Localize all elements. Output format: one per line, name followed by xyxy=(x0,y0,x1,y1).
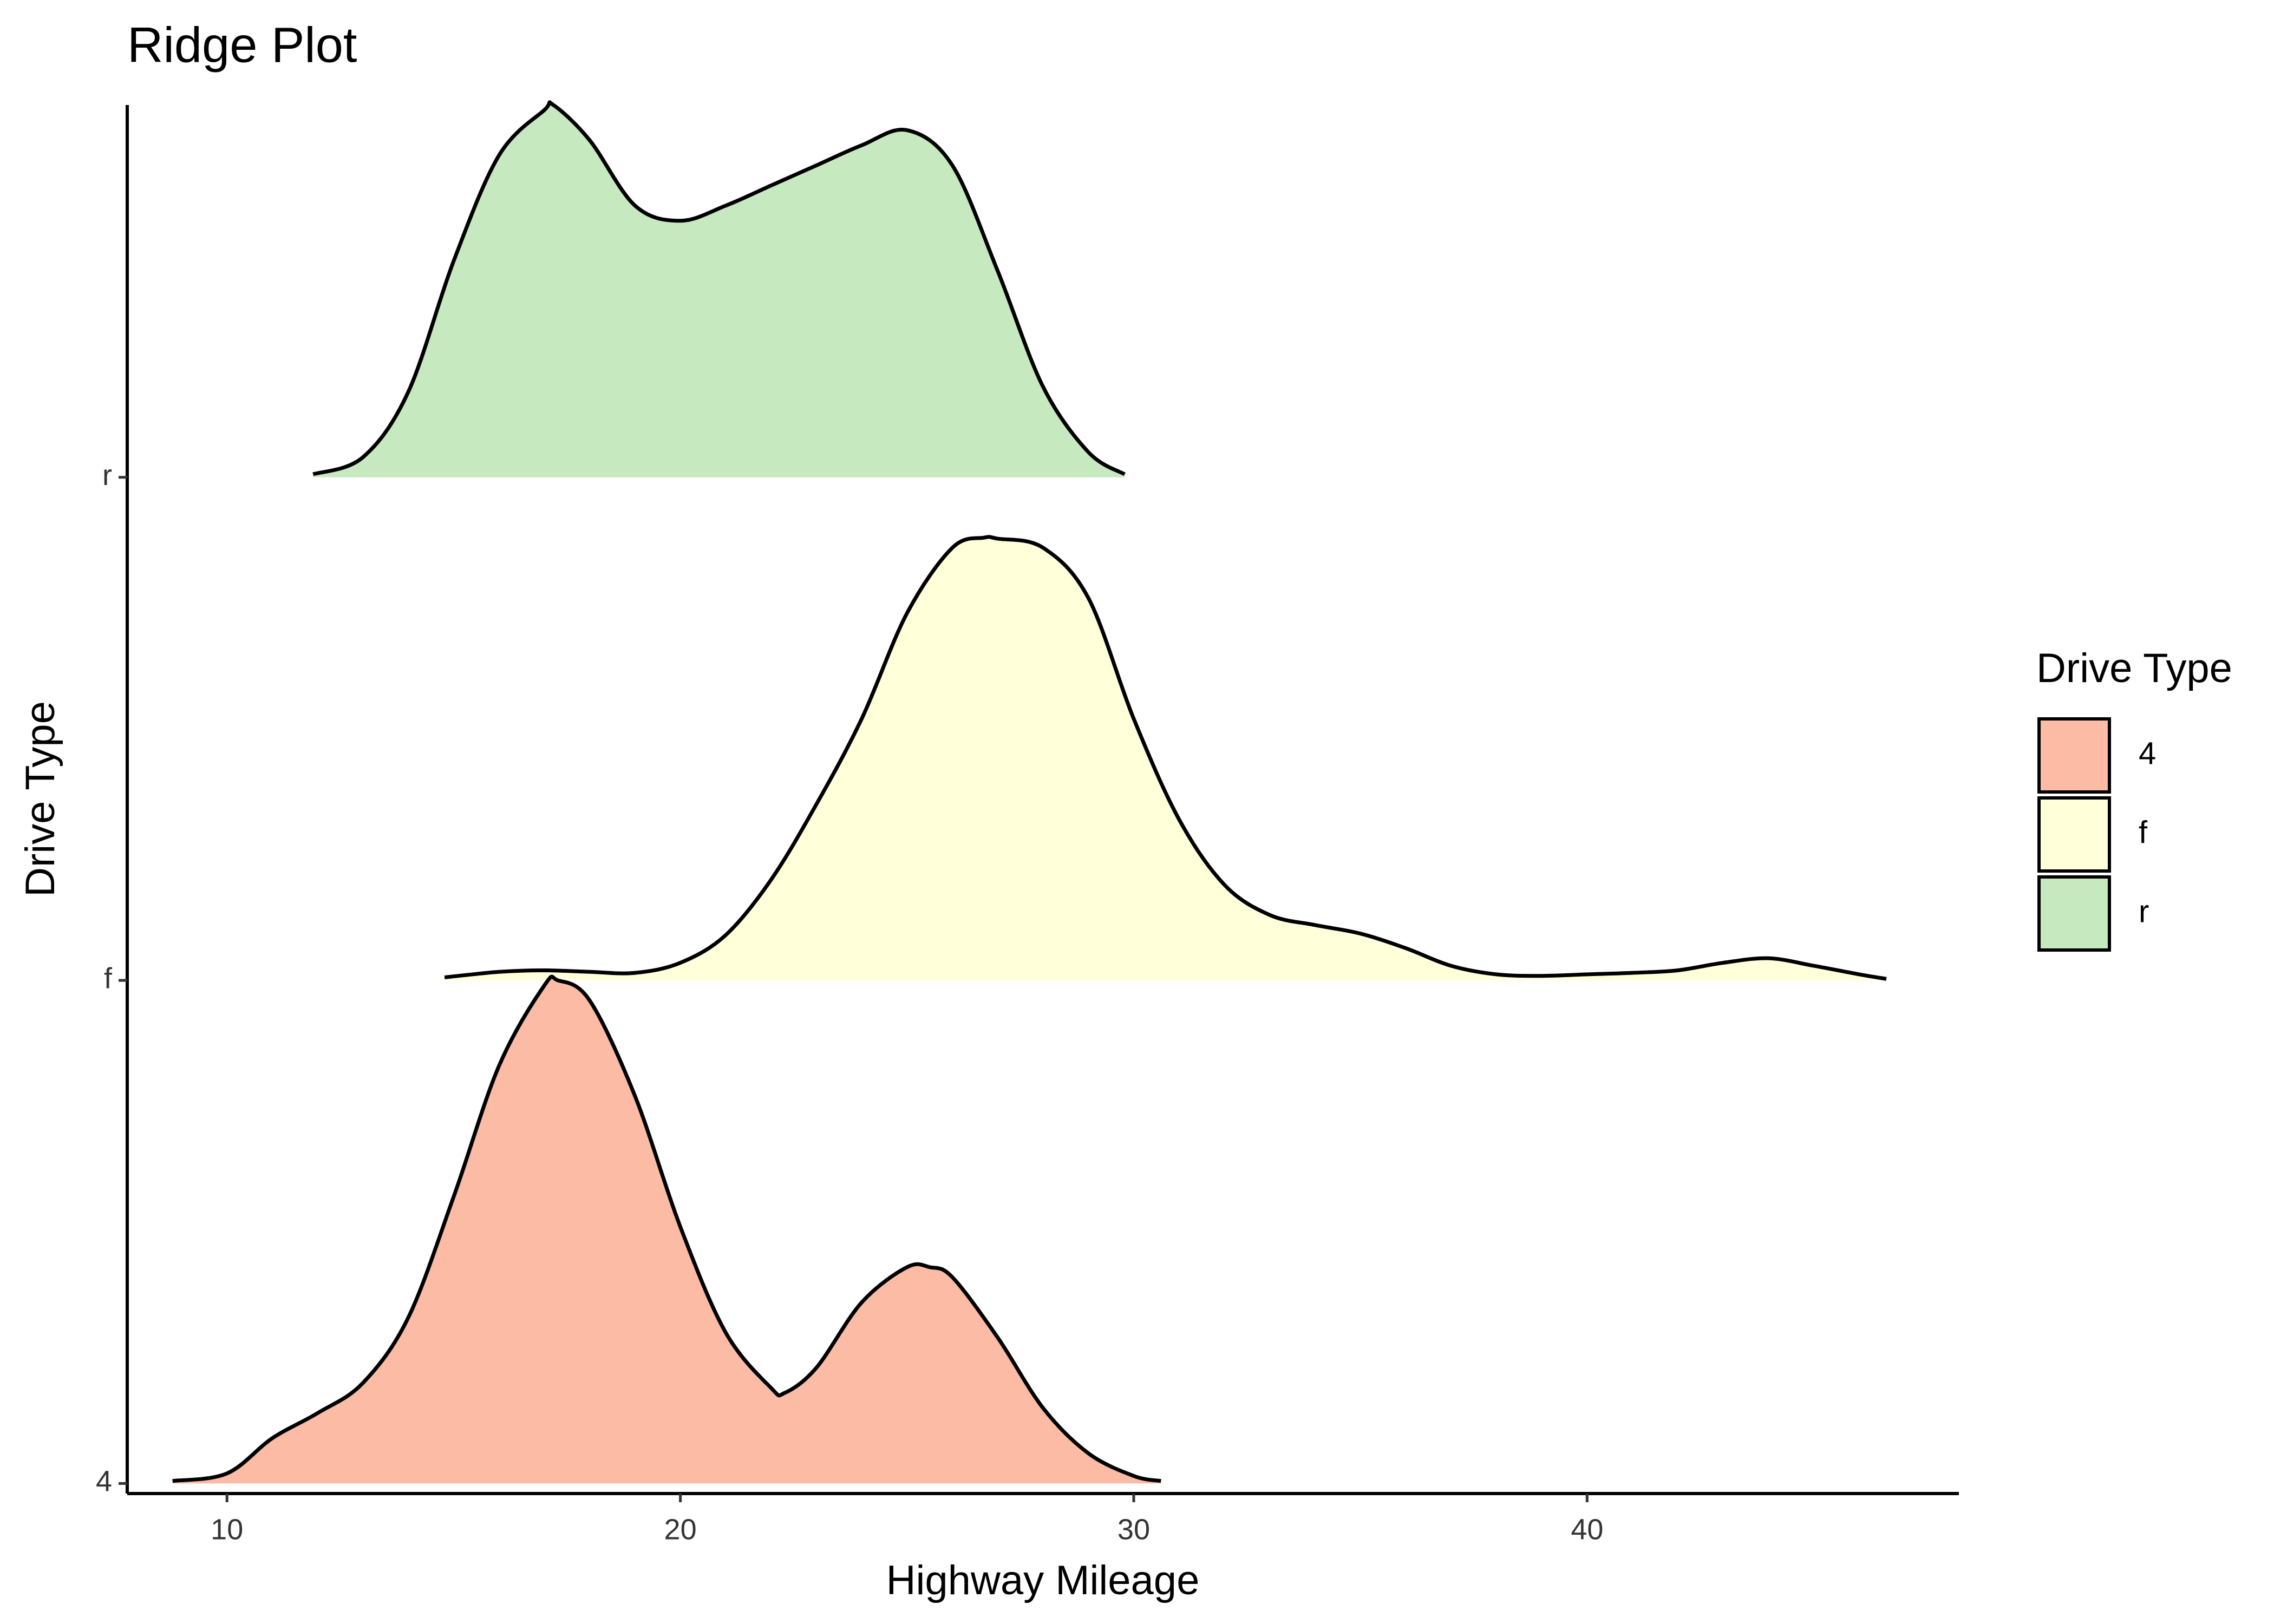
ridge-area xyxy=(313,102,1125,477)
x-tick-label: 30 xyxy=(1118,1513,1150,1546)
y-tick-label: 4 xyxy=(96,1465,112,1498)
ridge-line xyxy=(444,535,1887,981)
y-axis-label: Drive Type xyxy=(17,701,63,897)
ridge-area xyxy=(445,536,1887,981)
x-tick-label: 40 xyxy=(1571,1513,1603,1546)
legend-title: Drive Type xyxy=(2036,645,2232,691)
y-tick-label: r xyxy=(102,459,112,492)
legend-key xyxy=(2037,875,2111,952)
x-tick-label: 10 xyxy=(211,1513,243,1546)
x-axis-label: Highway Mileage xyxy=(886,1557,1200,1603)
ridge-line xyxy=(172,974,1161,1483)
legend-label: r xyxy=(2139,894,2149,929)
legend-label: 4 xyxy=(2139,736,2156,771)
y-tick-label: f xyxy=(104,962,113,994)
ridge-line xyxy=(312,100,1126,476)
chart-title: Ridge Plot xyxy=(127,17,357,73)
x-tick-label: 20 xyxy=(664,1513,697,1546)
legend-label: f xyxy=(2139,815,2148,850)
ridge-area xyxy=(172,977,1161,1484)
legend-key xyxy=(2037,796,2111,873)
legend-key xyxy=(2037,717,2111,794)
